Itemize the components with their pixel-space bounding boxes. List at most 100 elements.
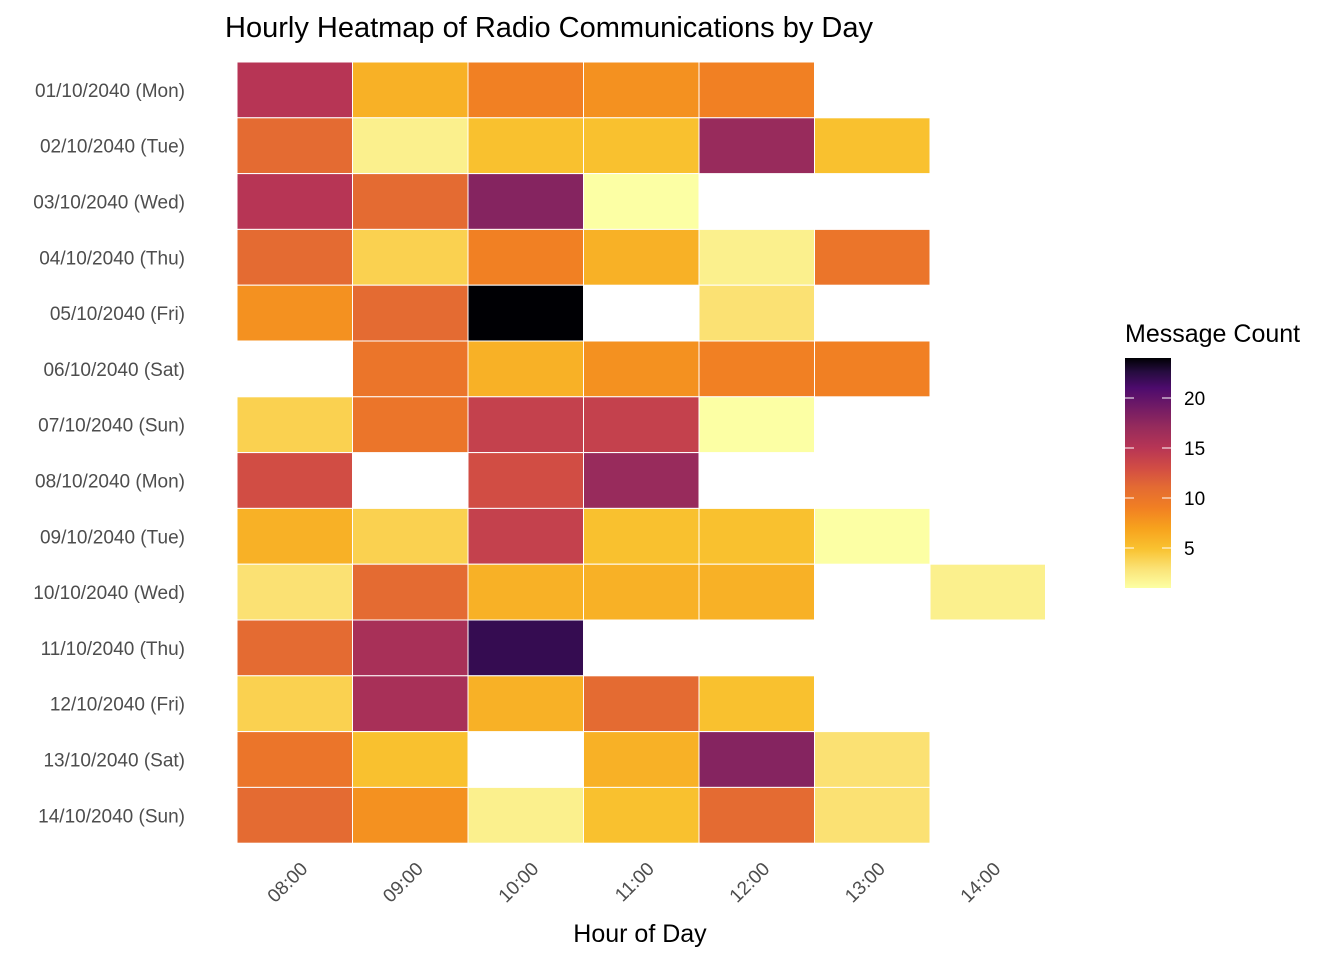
heatmap-cell xyxy=(467,619,584,677)
heatmap-cell xyxy=(467,340,584,398)
y-tick-label: 03/10/2040 (Wed) xyxy=(33,193,185,214)
heatmap-cell xyxy=(352,619,469,677)
heatmap-cell xyxy=(698,340,815,398)
x-tick-label: 14:00 xyxy=(957,859,1005,907)
heatmap-cell xyxy=(467,507,584,565)
heatmap-cell xyxy=(352,340,469,398)
y-tick-label: 04/10/2040 (Thu) xyxy=(39,248,185,269)
y-tick-label: 14/10/2040 (Sun) xyxy=(38,806,185,827)
heatmap-cell xyxy=(236,786,353,844)
y-tick-label: 07/10/2040 (Sun) xyxy=(38,416,185,437)
heatmap-cell xyxy=(236,507,353,565)
heatmap-cell xyxy=(236,731,353,788)
heatmap-cell xyxy=(352,61,469,119)
x-tick-label: 08:00 xyxy=(264,859,312,907)
heatmap-cell xyxy=(352,173,469,230)
heatmap-cell xyxy=(698,786,815,844)
legend-ticks: 5 10 15 20 xyxy=(1125,389,1205,560)
heatmap-cell xyxy=(236,675,353,733)
heatmap-cell xyxy=(583,396,700,454)
y-tick-label: 09/10/2040 (Tue) xyxy=(40,527,185,548)
heatmap-cell xyxy=(583,675,700,733)
heatmap-cell xyxy=(467,452,584,509)
heatmap-cell xyxy=(583,228,700,286)
heatmap-cell xyxy=(352,396,469,454)
color-legend: Message Count 5 10 15 20 xyxy=(1125,320,1300,588)
heatmap-cell xyxy=(467,173,584,230)
heatmap-cell xyxy=(698,507,815,565)
heatmap-cell xyxy=(236,61,353,119)
y-tick-label: 12/10/2040 (Fri) xyxy=(50,695,185,716)
heatmap-cell xyxy=(814,507,931,565)
heatmap-cell xyxy=(814,786,931,844)
legend-tick-label: 10 xyxy=(1184,489,1205,510)
heatmap-cell xyxy=(352,731,469,788)
chart-title: Hourly Heatmap of Radio Communications b… xyxy=(225,12,873,44)
heatmap-cell xyxy=(467,284,584,342)
heatmap-cell xyxy=(698,675,815,733)
x-axis-tick-labels: 08:00 09:00 10:00 11:00 12:00 13:00 14:00 xyxy=(264,859,1005,907)
heatmap-cell xyxy=(467,563,584,621)
x-tick-label: 09:00 xyxy=(379,859,427,907)
heatmap-cell xyxy=(467,675,584,733)
heatmap-cell xyxy=(236,117,353,175)
heatmap-cell xyxy=(583,731,700,788)
heatmap-cell xyxy=(698,61,815,119)
heatmap-cell xyxy=(583,340,700,398)
heatmap-cell xyxy=(698,284,815,342)
heatmap-cell xyxy=(698,563,815,621)
heatmap-cell xyxy=(698,396,815,454)
x-tick-label: 13:00 xyxy=(841,859,889,907)
y-tick-label: 08/10/2040 (Mon) xyxy=(35,472,185,493)
heatmap-cell xyxy=(583,452,700,509)
heatmap-cell xyxy=(583,563,700,621)
y-tick-label: 02/10/2040 (Tue) xyxy=(40,137,185,158)
y-axis-tick-labels: 01/10/2040 (Mon) 02/10/2040 (Tue) 03/10/20… xyxy=(33,81,185,827)
legend-colorbar xyxy=(1125,358,1171,588)
legend-tick-label: 5 xyxy=(1184,539,1195,560)
heatmap-cell xyxy=(236,228,353,286)
legend-title: Message Count xyxy=(1125,320,1300,348)
x-tick-label: 12:00 xyxy=(726,859,774,907)
y-tick-label: 10/10/2040 (Wed) xyxy=(33,583,185,604)
heatmap-cells xyxy=(236,61,1046,844)
heatmap-cell xyxy=(814,731,931,788)
heatmap-cell xyxy=(352,786,469,844)
heatmap-cell xyxy=(352,228,469,286)
y-tick-label: 13/10/2040 (Sat) xyxy=(43,751,185,772)
heatmap-cell xyxy=(698,228,815,286)
heatmap-cell xyxy=(236,619,353,677)
heatmap-cell xyxy=(814,228,931,286)
heatmap-cell xyxy=(236,396,353,454)
heatmap-cell xyxy=(236,284,353,342)
x-tick-label: 10:00 xyxy=(495,859,543,907)
heatmap-cell xyxy=(236,173,353,230)
heatmap-cell xyxy=(352,284,469,342)
heatmap-cell xyxy=(467,61,584,119)
heatmap-cell xyxy=(583,507,700,565)
legend-tick-label: 20 xyxy=(1184,389,1205,410)
heatmap-cell xyxy=(814,117,931,175)
heatmap-cell xyxy=(583,173,700,230)
heatmap-cell xyxy=(352,563,469,621)
y-tick-label: 06/10/2040 (Sat) xyxy=(43,360,185,381)
heatmap-cell xyxy=(352,675,469,733)
heatmap-cell xyxy=(583,117,700,175)
heatmap-cell xyxy=(236,452,353,509)
heatmap-cell xyxy=(467,117,584,175)
heatmap-cell xyxy=(698,117,815,175)
heatmap-cell xyxy=(236,563,353,621)
heatmap-cell xyxy=(583,61,700,119)
legend-tick-label: 15 xyxy=(1184,439,1205,460)
x-axis-title: Hour of Day xyxy=(573,920,707,948)
heatmap-cell xyxy=(467,786,584,844)
heatmap-cell xyxy=(583,786,700,844)
heatmap-cell xyxy=(352,507,469,565)
y-tick-label: 01/10/2040 (Mon) xyxy=(35,81,185,102)
heatmap-cell xyxy=(814,340,931,398)
y-tick-label: 05/10/2040 (Fri) xyxy=(50,304,185,325)
y-tick-label: 11/10/2040 (Thu) xyxy=(41,639,185,660)
heatmap-cell xyxy=(698,731,815,788)
heatmap-cell xyxy=(352,117,469,175)
